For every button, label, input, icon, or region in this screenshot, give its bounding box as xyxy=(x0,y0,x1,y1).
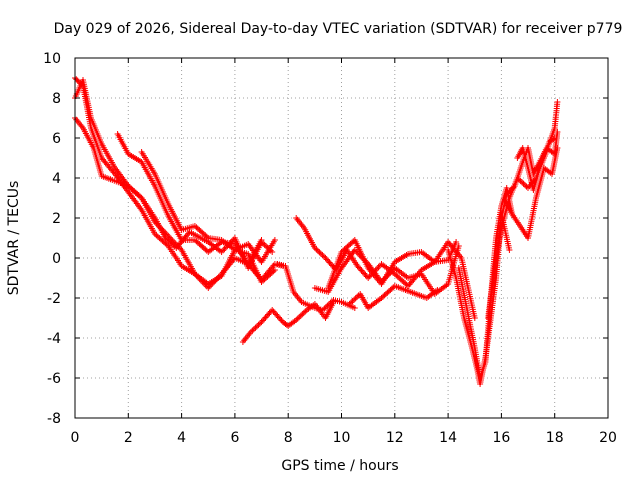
y-tick-label: 0 xyxy=(52,251,61,267)
x-tick-label: 8 xyxy=(284,430,293,446)
data-point xyxy=(510,184,517,191)
series-track-17 xyxy=(514,135,558,194)
y-tick-label: 2 xyxy=(52,211,61,227)
chart-title: Day 029 of 2026, Sidereal Day-to-day VTE… xyxy=(54,21,623,37)
data-point xyxy=(74,77,81,84)
data-point xyxy=(550,136,557,142)
y-tick-label: -6 xyxy=(47,371,61,387)
data-point xyxy=(159,237,166,244)
y-tick-label: 10 xyxy=(43,51,61,67)
data-point xyxy=(128,185,135,192)
data-point xyxy=(554,145,561,151)
data-point xyxy=(453,239,460,245)
series-track-16 xyxy=(501,145,561,241)
data-point xyxy=(506,188,513,195)
y-tick-label: 4 xyxy=(52,171,61,187)
x-axis-label: GPS time / hours xyxy=(281,458,398,474)
x-tick-label: 4 xyxy=(177,430,186,446)
x-tick-label: 6 xyxy=(230,430,239,446)
x-tick-label: 2 xyxy=(124,430,133,446)
data-point xyxy=(271,237,278,243)
series-track-7 xyxy=(274,261,358,313)
data-point xyxy=(258,237,265,243)
data-point xyxy=(471,315,478,321)
y-tick-label: -4 xyxy=(47,331,61,347)
data-point xyxy=(341,246,348,253)
data-point xyxy=(509,185,516,192)
data-point xyxy=(269,249,276,255)
data-point xyxy=(503,191,510,197)
y-tick-label: -2 xyxy=(47,291,61,307)
data-point xyxy=(402,280,409,287)
x-tick-label: 20 xyxy=(599,430,617,446)
data-point xyxy=(505,189,512,196)
data-point xyxy=(507,187,514,193)
x-tick-label: 12 xyxy=(386,430,404,446)
data-point xyxy=(73,76,80,83)
axes: 0 2 4 6 8 10 12 14 16 18 20 -8 -6 -4 -2 0 2 4 6 8 10 xyxy=(43,51,617,446)
y-tick-label: 8 xyxy=(52,91,61,107)
y-tick-label: 6 xyxy=(52,131,61,147)
data-point xyxy=(351,305,358,311)
series-track-10 xyxy=(325,237,478,321)
y-tick-label: -8 xyxy=(47,411,61,427)
x-tick-label: 16 xyxy=(492,430,510,446)
x-tick-label: 18 xyxy=(546,430,564,446)
data-point xyxy=(554,99,561,105)
series-track-11 xyxy=(346,283,441,311)
data-point xyxy=(506,247,513,253)
data-point xyxy=(554,129,561,135)
x-tick-label: 10 xyxy=(333,430,351,446)
data-series xyxy=(72,75,561,387)
data-point xyxy=(387,287,394,293)
data-point xyxy=(348,239,355,246)
data-point xyxy=(455,243,462,249)
x-tick-label: 0 xyxy=(71,430,80,446)
y-axis-label: SDTVAR / TECUs xyxy=(6,181,22,296)
data-point xyxy=(271,267,278,273)
data-point xyxy=(196,227,203,233)
data-point xyxy=(394,273,401,280)
data-point xyxy=(551,135,558,141)
series-track-3 xyxy=(72,77,286,291)
data-point xyxy=(135,192,142,199)
x-tick-label: 14 xyxy=(439,430,457,446)
data-point xyxy=(196,241,203,247)
data-point xyxy=(434,287,441,293)
data-point xyxy=(380,293,386,300)
series-track-5 xyxy=(138,149,278,265)
